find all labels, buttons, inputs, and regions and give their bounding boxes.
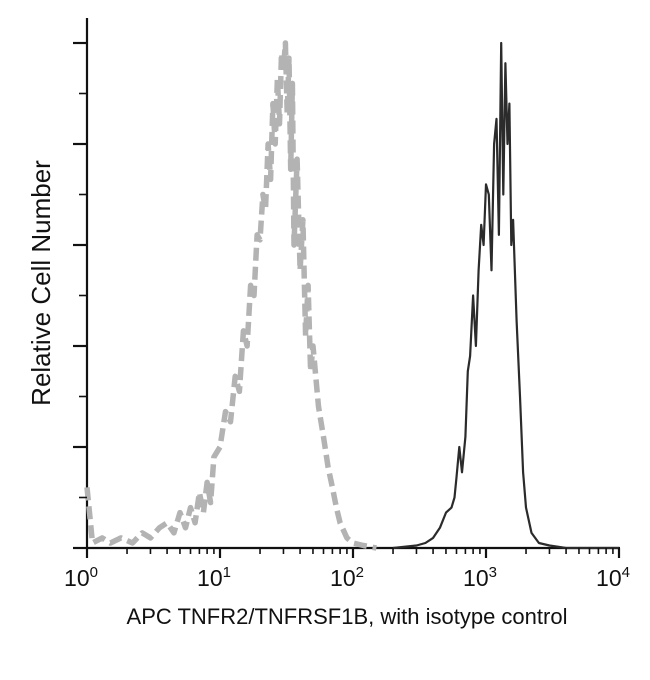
x-tick-label: 101 <box>197 564 231 591</box>
tnfr2-stained-histogram <box>392 41 619 550</box>
x-axis-ticks <box>85 548 621 558</box>
x-tick-label: 100 <box>64 564 98 591</box>
x-tick-label: 104 <box>596 564 630 591</box>
y-axis-title: Relative Cell Number <box>26 160 56 406</box>
x-axis-title: APC TNFR2/TNFRSF1B, with isotype control <box>127 604 568 629</box>
isotype-control-histogram <box>84 40 377 551</box>
x-tick-label: 103 <box>463 564 497 591</box>
y-axis-ticks <box>73 41 87 550</box>
plot-frame <box>85 18 620 550</box>
x-axis-tick-labels: 100 101 102 103 104 <box>64 564 630 591</box>
x-tick-label: 102 <box>330 564 364 591</box>
series-layer <box>84 40 619 551</box>
